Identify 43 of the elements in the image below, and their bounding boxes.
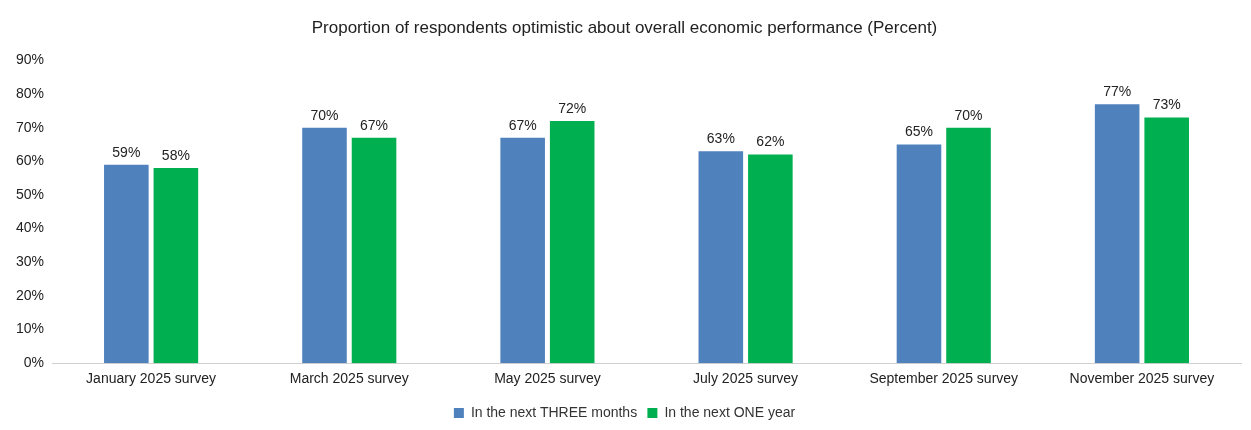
data-label: 73% xyxy=(1152,96,1181,113)
y-tick-label: 60% xyxy=(15,152,45,169)
x-tick-label: November 2025 survey xyxy=(1069,370,1215,387)
data-label: 62% xyxy=(756,133,785,150)
y-tick-label: 30% xyxy=(15,253,45,270)
data-label: 70% xyxy=(954,106,983,123)
y-tick-label: 90% xyxy=(15,51,45,68)
x-tick-label: January 2025 survey xyxy=(86,370,217,387)
data-label: 67% xyxy=(360,116,389,133)
x-tick-label: July 2025 survey xyxy=(693,370,799,387)
bar xyxy=(104,164,149,364)
y-tick-label: 20% xyxy=(15,286,45,303)
bar xyxy=(748,154,793,364)
y-tick-label: 80% xyxy=(15,84,45,101)
legend-label: In the next ONE year xyxy=(664,403,796,420)
data-label: 67% xyxy=(508,116,537,133)
x-tick-label: September 2025 survey xyxy=(869,370,1019,387)
bar xyxy=(500,137,545,364)
bar xyxy=(153,168,199,364)
bar xyxy=(549,120,595,364)
data-label: 65% xyxy=(904,123,933,140)
x-tick-label: March 2025 survey xyxy=(289,370,409,387)
bar xyxy=(896,144,942,364)
chart-title: Proportion of respondents optimistic about overall economic performance (Percent) xyxy=(311,17,938,37)
data-label: 77% xyxy=(1103,83,1132,99)
data-label: 72% xyxy=(558,99,587,116)
bar xyxy=(946,127,991,364)
y-tick-label: 70% xyxy=(15,118,45,135)
y-tick-label: 10% xyxy=(15,320,45,337)
y-tick-label: 40% xyxy=(15,219,45,236)
bar xyxy=(1094,104,1140,364)
y-tick-label: 50% xyxy=(15,185,45,202)
data-label: 59% xyxy=(112,143,141,160)
data-label: 70% xyxy=(310,106,339,123)
legend-label: In the next THREE months xyxy=(470,403,638,420)
bar xyxy=(1144,117,1189,364)
data-label: 63% xyxy=(706,130,735,147)
x-tick-label: May 2025 survey xyxy=(494,370,601,387)
bar xyxy=(302,127,347,364)
bar xyxy=(698,151,744,364)
data-label: 58% xyxy=(161,146,190,163)
bar xyxy=(351,137,397,364)
y-tick-label: 0% xyxy=(23,354,45,371)
